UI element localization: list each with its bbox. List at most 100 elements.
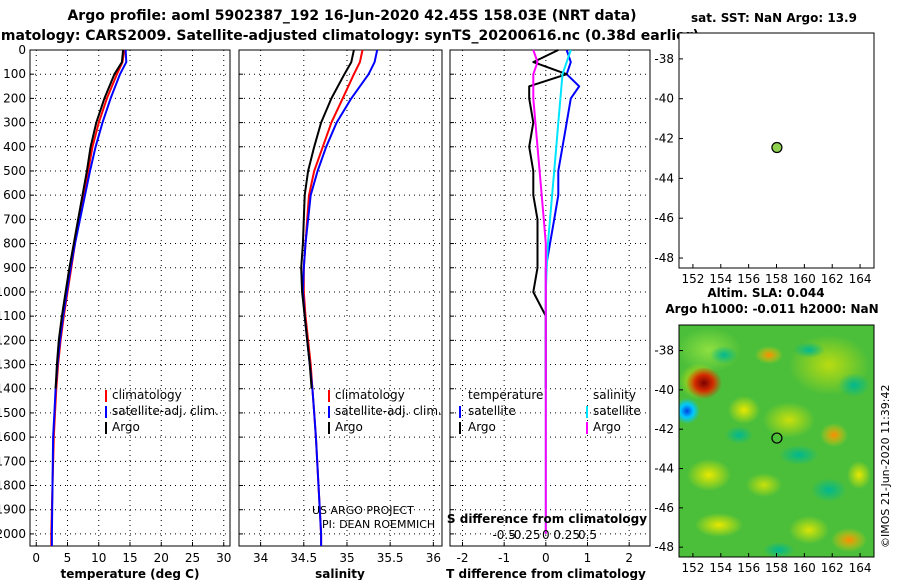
s-diff-tick-label: 0.5: [578, 528, 597, 542]
lat-tick-label: -40: [654, 92, 674, 106]
depth-tick-label: 1000: [0, 285, 26, 299]
lon-tick-label: 152: [681, 272, 704, 286]
salinity-axes-frame: [238, 49, 443, 547]
lon-tick-label: 158: [765, 561, 788, 575]
legend-s-satellite: satellite: [593, 404, 641, 418]
s-diff-tick-label: 0: [542, 528, 550, 542]
legend-t-satellite: satellite: [468, 404, 516, 418]
depth-tick-label: 1400: [0, 382, 26, 396]
salinity-panel: 34 34.5 35 35.5 36 salinity climatology sate…: [238, 49, 443, 581]
lat-tick-label: -38: [654, 344, 674, 358]
lon-tick-label: 156: [737, 561, 760, 575]
legend-satellite-adj: satellite-adj. clim.: [335, 404, 442, 418]
lat-tick-label: -44: [654, 462, 674, 476]
depth-tick-label: 700: [3, 212, 26, 226]
depth-tick-label: 800: [3, 237, 26, 251]
lat-tick-label: -38: [654, 52, 674, 66]
sla-map-title-2: Argo h1000: -0.011 h2000: NaN: [665, 302, 878, 316]
lon-tick-label: 158: [765, 272, 788, 286]
depth-tick-label: 400: [3, 140, 26, 154]
depth-tick-label: 1800: [0, 479, 26, 493]
difference-axes-frame: [449, 49, 651, 547]
legend-argo: Argo: [112, 420, 140, 434]
s-diff-tick-label: -0.5: [492, 528, 515, 542]
lon-tick-label: 154: [709, 272, 732, 286]
legend-salinity-heading: salinity: [593, 388, 636, 402]
series-line-salinity-argo: [532, 49, 547, 534]
x-tick-label: -2: [457, 551, 469, 565]
x-tick-label: 1: [584, 551, 592, 565]
x-tick-label: 30: [216, 551, 231, 565]
depth-tick-label: 1600: [0, 430, 26, 444]
difference-xlabel: T difference from climatology: [446, 567, 646, 580]
credit-line-2: PI: DEAN ROEMMICH: [322, 518, 435, 531]
legend-argo: Argo: [335, 420, 363, 434]
sla-map: Altim. SLA: 0.044 Argo h1000: -0.011 h20…: [654, 286, 892, 575]
series-line-satellite-adj-clim-: [50, 49, 128, 546]
depth-tick-label: 1900: [0, 503, 26, 517]
salinity-legend: climatology satellite-adj. clim. Argo: [328, 388, 442, 434]
x-tick-label: 25: [185, 551, 200, 565]
lat-tick-label: -44: [654, 171, 674, 185]
depth-tick-label: 500: [3, 164, 26, 178]
credit-line-1: US ARGO PROJECT: [312, 504, 414, 517]
title-line-2: Climatology: CARS2009. Satellite-adjuste…: [0, 28, 699, 44]
lon-tick-label: 162: [821, 561, 844, 575]
lon-tick-label: 164: [849, 561, 872, 575]
lat-tick-label: -46: [654, 211, 674, 225]
x-tick-label: 20: [154, 551, 169, 565]
s-difference-ticks: -0.5-0.25 0 0.250.5: [492, 528, 597, 542]
sla-map-title-1: Altim. SLA: 0.044: [707, 286, 824, 300]
lon-tick-label: 160: [793, 272, 816, 286]
legend-s-argo: Argo: [593, 420, 621, 434]
depth-tick-label: 200: [3, 91, 26, 105]
x-tick-label: 2: [625, 551, 633, 565]
legend-climatology: climatology: [335, 388, 405, 402]
depth-tick-label: 1300: [0, 358, 26, 372]
depth-tick-label: 100: [3, 67, 26, 81]
x-tick-label: 15: [122, 551, 137, 565]
lat-tick-label: -42: [654, 422, 674, 436]
x-tick-label: 5: [64, 551, 72, 565]
series-line-argo: [300, 49, 355, 389]
depth-tick-label: 1500: [0, 406, 26, 420]
legend-t-argo: Argo: [468, 420, 496, 434]
temperature-axes-frame: [29, 49, 231, 547]
x-tick-label: 35.5: [377, 551, 404, 565]
legend-climatology: climatology: [112, 388, 182, 402]
s-difference-label: S difference from climatology: [447, 512, 647, 526]
lon-tick-label: 164: [849, 272, 872, 286]
sst-map: sat. SST: NaN Argo: 13.9 152 154 156 158 160…: [654, 11, 875, 286]
x-tick-label: 10: [91, 551, 106, 565]
difference-legend: temperature salinity satellite Argo sate…: [459, 388, 641, 434]
lon-tick-label: 156: [737, 272, 760, 286]
depth-tick-label: 300: [3, 116, 26, 130]
x-tick-label: 34.5: [290, 551, 317, 565]
lat-tick-label: -48: [654, 251, 674, 265]
title-line-1: Argo profile: aoml 5902387_192 16-Jun-20…: [67, 8, 636, 24]
lat-tick-label: -48: [654, 540, 674, 554]
lat-tick-label: -40: [654, 383, 674, 397]
lon-tick-label: 152: [681, 561, 704, 575]
depth-tick-label: 1100: [0, 309, 26, 323]
depth-tick-label: 0: [18, 43, 26, 57]
argo-location-marker: [771, 432, 783, 444]
salinity-xlabel: salinity: [315, 567, 365, 580]
lon-tick-label: 154: [709, 561, 732, 575]
legend-satellite-adj: satellite-adj. clim.: [112, 404, 219, 418]
legend-temperature-heading: temperature: [468, 388, 543, 402]
depth-tick-label: 2000: [0, 527, 26, 541]
series-line-argo: [54, 49, 125, 389]
depth-tick-label: 1200: [0, 333, 26, 347]
argo-location-marker: [771, 141, 783, 154]
temperature-xlabel: temperature (deg C): [61, 567, 200, 580]
sst-map-title: sat. SST: NaN Argo: 13.9: [691, 11, 857, 25]
x-tick-label: 36: [426, 551, 441, 565]
lon-tick-label: 160: [793, 561, 816, 575]
lon-tick-label: 162: [821, 272, 844, 286]
x-tick-label: 34: [253, 551, 268, 565]
depth-tick-label: 1700: [0, 454, 26, 468]
series-line-satellite-adj-clim-: [301, 49, 379, 546]
difference-panel: -2 -1 0 1 2 T difference from climatology S …: [446, 49, 651, 581]
